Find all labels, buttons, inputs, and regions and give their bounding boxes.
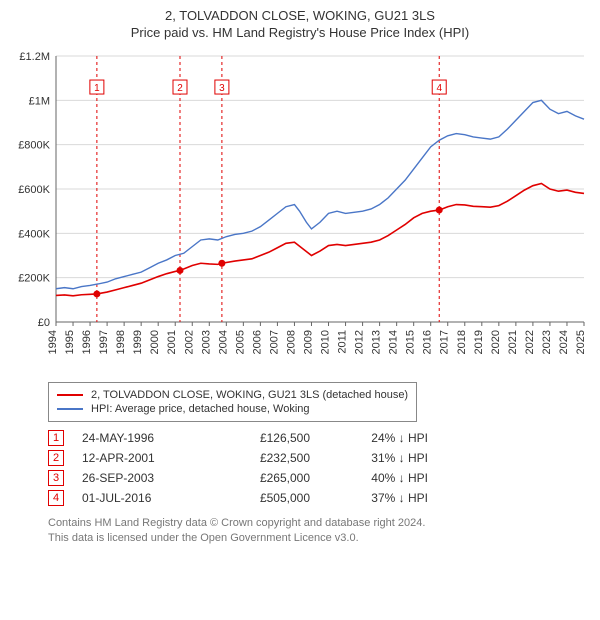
transaction-delta: 31% ↓ HPI	[328, 451, 428, 465]
svg-text:2003: 2003	[200, 330, 212, 354]
transaction-price: £505,000	[220, 491, 310, 505]
transaction-price: £232,500	[220, 451, 310, 465]
svg-text:1997: 1997	[98, 330, 110, 354]
transaction-date: 12-APR-2001	[82, 451, 202, 465]
svg-text:2020: 2020	[490, 330, 502, 354]
svg-text:2023: 2023	[541, 330, 553, 354]
svg-text:2010: 2010	[320, 330, 332, 354]
transaction-price: £265,000	[220, 471, 310, 485]
svg-text:2017: 2017	[439, 330, 451, 354]
svg-text:£1M: £1M	[29, 95, 50, 107]
price-chart: £0 £200K £400K £600K £800K £1M £1.2M 1994 1995 19…	[8, 46, 592, 376]
svg-text:£600K: £600K	[18, 184, 50, 196]
legend-label: HPI: Average price, detached house, Woki…	[91, 403, 310, 415]
svg-text:£0: £0	[38, 317, 50, 329]
svg-text:1998: 1998	[115, 330, 127, 354]
transaction-row: 1 24-MAY-1996 £126,500 24% ↓ HPI	[48, 430, 592, 446]
transaction-row: 3 26-SEP-2003 £265,000 40% ↓ HPI	[48, 470, 592, 486]
svg-text:2002: 2002	[183, 330, 195, 354]
svg-text:£200K: £200K	[18, 273, 50, 285]
transaction-marker: 4	[48, 490, 64, 506]
transaction-delta: 24% ↓ HPI	[328, 431, 428, 445]
svg-text:2000: 2000	[149, 330, 161, 354]
svg-text:3: 3	[219, 83, 225, 94]
footer-line1: Contains HM Land Registry data © Crown c…	[48, 516, 592, 531]
svg-text:1: 1	[94, 83, 100, 94]
legend-item: HPI: Average price, detached house, Woki…	[57, 403, 408, 415]
svg-text:2012: 2012	[354, 330, 366, 354]
svg-text:1995: 1995	[64, 330, 76, 354]
svg-text:2006: 2006	[251, 330, 263, 354]
svg-text:£800K: £800K	[18, 140, 50, 152]
legend-item: 2, TOLVADDON CLOSE, WOKING, GU21 3LS (de…	[57, 389, 408, 401]
svg-text:2022: 2022	[524, 330, 536, 354]
transaction-price: £126,500	[220, 431, 310, 445]
svg-text:£400K: £400K	[18, 228, 50, 240]
svg-text:1996: 1996	[81, 330, 93, 354]
svg-text:2007: 2007	[268, 330, 280, 354]
transaction-marker: 1	[48, 430, 64, 446]
svg-text:2: 2	[177, 83, 183, 94]
svg-text:2005: 2005	[234, 330, 246, 354]
legend: 2, TOLVADDON CLOSE, WOKING, GU21 3LS (de…	[48, 382, 417, 422]
legend-swatch	[57, 394, 83, 396]
svg-text:2013: 2013	[371, 330, 383, 354]
svg-text:1994: 1994	[47, 330, 59, 354]
transaction-marker: 3	[48, 470, 64, 486]
svg-text:£1.2M: £1.2M	[19, 51, 50, 63]
svg-text:1999: 1999	[132, 330, 144, 354]
svg-text:2021: 2021	[507, 330, 519, 354]
transaction-delta: 37% ↓ HPI	[328, 491, 428, 505]
transaction-date: 26-SEP-2003	[82, 471, 202, 485]
title-subtitle: Price paid vs. HM Land Registry's House …	[8, 25, 592, 40]
footer-line2: This data is licensed under the Open Gov…	[48, 531, 592, 546]
svg-text:2011: 2011	[337, 330, 349, 354]
svg-text:2018: 2018	[456, 330, 468, 354]
svg-text:2024: 2024	[558, 330, 570, 354]
transactions-table: 1 24-MAY-1996 £126,500 24% ↓ HPI 2 12-APR-200…	[48, 430, 592, 506]
svg-text:2019: 2019	[473, 330, 485, 354]
svg-text:4: 4	[436, 83, 442, 94]
svg-text:2008: 2008	[285, 330, 297, 354]
svg-text:2014: 2014	[388, 330, 400, 354]
transaction-row: 2 12-APR-2001 £232,500 31% ↓ HPI	[48, 450, 592, 466]
transaction-marker: 2	[48, 450, 64, 466]
svg-text:2001: 2001	[166, 330, 178, 354]
svg-text:2009: 2009	[302, 330, 314, 354]
transaction-date: 01-JUL-2016	[82, 491, 202, 505]
transaction-delta: 40% ↓ HPI	[328, 471, 428, 485]
transaction-date: 24-MAY-1996	[82, 431, 202, 445]
svg-text:2015: 2015	[405, 330, 417, 354]
legend-swatch	[57, 408, 83, 410]
svg-text:2025: 2025	[575, 330, 587, 354]
transaction-row: 4 01-JUL-2016 £505,000 37% ↓ HPI	[48, 490, 592, 506]
svg-text:2016: 2016	[422, 330, 434, 354]
svg-text:2004: 2004	[217, 330, 229, 354]
footer-attribution: Contains HM Land Registry data © Crown c…	[48, 516, 592, 546]
title-address: 2, TOLVADDON CLOSE, WOKING, GU21 3LS	[8, 8, 592, 23]
legend-label: 2, TOLVADDON CLOSE, WOKING, GU21 3LS (de…	[91, 389, 408, 401]
